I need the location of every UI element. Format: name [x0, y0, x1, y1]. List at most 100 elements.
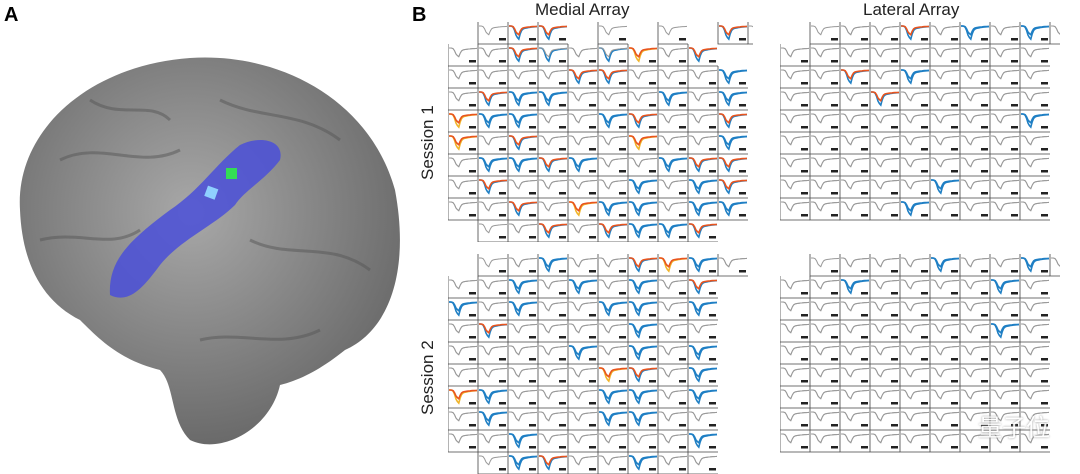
panel-axis — [627, 154, 658, 177]
panel-axis — [567, 430, 598, 453]
electrode-panel — [717, 110, 748, 133]
electrode-panel — [1019, 386, 1050, 409]
electrode-id — [709, 82, 716, 85]
panel-axis — [567, 320, 598, 343]
waveform-trace — [629, 47, 658, 58]
panel-axis — [839, 254, 870, 277]
electrode-panel — [657, 430, 688, 453]
waveform-trace — [781, 323, 810, 334]
electrode-id — [831, 148, 838, 151]
waveform-trace — [1021, 323, 1050, 334]
electrode-id — [981, 336, 988, 339]
electrode-id — [529, 38, 536, 41]
waveform-trace — [479, 257, 508, 268]
panel-axis — [597, 320, 628, 343]
panel-axis — [989, 88, 1020, 111]
waveform-trace — [659, 433, 688, 444]
waveform-trace — [539, 301, 568, 312]
electrode-panel — [507, 154, 538, 177]
electrode-panel — [448, 364, 478, 387]
waveform-trace — [569, 201, 598, 212]
watermark: 量子位 — [978, 415, 1050, 442]
electrode-id — [1041, 446, 1048, 449]
electrode-id — [529, 380, 536, 383]
electrode-id — [559, 170, 566, 173]
panel-axis — [567, 198, 598, 221]
waveform-trace — [509, 157, 538, 168]
waveform-trace — [599, 389, 628, 400]
panel-axis — [597, 176, 628, 199]
waveform-trace — [479, 179, 508, 190]
panel-axis — [448, 386, 478, 409]
electrode-panel — [567, 452, 598, 474]
panel-axis — [717, 22, 748, 45]
waveform-trace — [931, 135, 960, 146]
electrode-id — [559, 446, 566, 449]
electrode-id — [649, 60, 656, 63]
electrode-id — [499, 214, 506, 217]
electrode-id — [981, 82, 988, 85]
electrode-panel — [597, 176, 628, 199]
electrode-panel — [899, 298, 930, 321]
electrode-panel — [929, 298, 960, 321]
panel-label-b: B — [412, 4, 427, 26]
panel-axis — [899, 88, 930, 111]
electrode-panel — [687, 342, 718, 365]
waveform-trace — [841, 367, 870, 378]
panel-axis — [687, 66, 718, 89]
electrode-panel — [448, 276, 478, 299]
electrode-id — [1011, 60, 1018, 63]
electrode-panel — [597, 88, 628, 111]
waveform-trace — [689, 389, 718, 400]
waveform-trace — [781, 91, 810, 102]
electrode-panel — [747, 22, 753, 45]
electrode-id — [739, 170, 746, 173]
electrode-id — [589, 214, 596, 217]
panel-axis — [989, 430, 1020, 453]
electrode-id — [529, 214, 536, 217]
electrode-id — [831, 292, 838, 295]
waveform-trace — [599, 201, 628, 212]
panel-axis — [657, 110, 688, 133]
electrode-panel — [537, 154, 568, 177]
waveform-trace — [931, 47, 960, 58]
panel-axis — [448, 88, 478, 111]
electrode-id — [951, 380, 958, 383]
panel-axis — [507, 452, 538, 474]
electrode-id — [619, 336, 626, 339]
panel-axis — [507, 22, 538, 45]
waveform-trace — [629, 91, 658, 102]
electrode-panel — [989, 276, 1020, 299]
panel-axis — [780, 110, 810, 133]
electrode-id — [679, 380, 686, 383]
electrode-id — [619, 380, 626, 383]
electrode-id — [499, 126, 506, 129]
waveform-trace — [781, 411, 810, 422]
panel-axis — [537, 220, 568, 242]
electrode-id — [679, 82, 686, 85]
waveform-trace — [811, 411, 840, 422]
panel-axis — [627, 66, 658, 89]
electrode-id — [559, 336, 566, 339]
waveform-trace — [901, 69, 930, 80]
waveform-trace — [991, 69, 1020, 80]
electrode-id — [709, 104, 716, 107]
electrode-panel — [1019, 198, 1050, 221]
waveform-trace — [599, 69, 628, 80]
waveform-trace — [961, 367, 990, 378]
panel-axis — [809, 44, 840, 67]
electrode-panel — [839, 408, 870, 431]
electrode-panel — [839, 88, 870, 111]
waveform-trace — [931, 157, 960, 168]
panel-axis — [839, 88, 870, 111]
electrode-panel — [717, 154, 748, 177]
electrode-id — [709, 270, 716, 273]
waveform-trace — [961, 113, 990, 124]
panel-axis — [597, 44, 628, 67]
waveform-trace — [991, 279, 1020, 290]
electrode-id — [861, 82, 868, 85]
medial-session-2-grid — [448, 254, 748, 474]
panel-axis — [839, 276, 870, 299]
electrode-panel — [477, 220, 508, 242]
panel-axis — [929, 154, 960, 177]
